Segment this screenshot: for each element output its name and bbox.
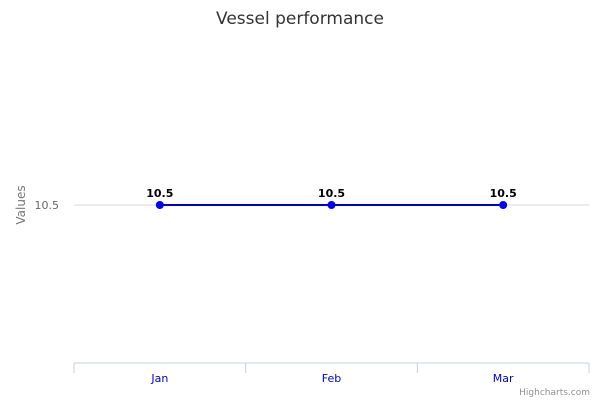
data-point[interactable]: [327, 201, 336, 209]
point-layer: [155, 201, 508, 209]
credits-link[interactable]: Highcharts.com: [519, 388, 590, 398]
y-tick-label: 10.5: [35, 199, 60, 212]
data-label: 10.5: [318, 187, 345, 200]
data-point[interactable]: [155, 201, 164, 209]
x-tick-label: Feb: [322, 372, 341, 385]
x-tick-label: Mar: [493, 372, 514, 385]
x-tick-layer: Jan Feb Mar: [73, 363, 590, 385]
chart-title: Vessel performance: [216, 9, 384, 29]
data-point[interactable]: [499, 201, 508, 209]
x-tick-label: Jan: [150, 372, 168, 385]
y-tick-layer: 10.5: [35, 199, 60, 212]
y-axis-title: Values: [14, 185, 28, 224]
data-label: 10.5: [146, 187, 173, 200]
label-layer: 10.5 10.5 10.5: [146, 187, 516, 200]
data-label: 10.5: [490, 187, 517, 200]
